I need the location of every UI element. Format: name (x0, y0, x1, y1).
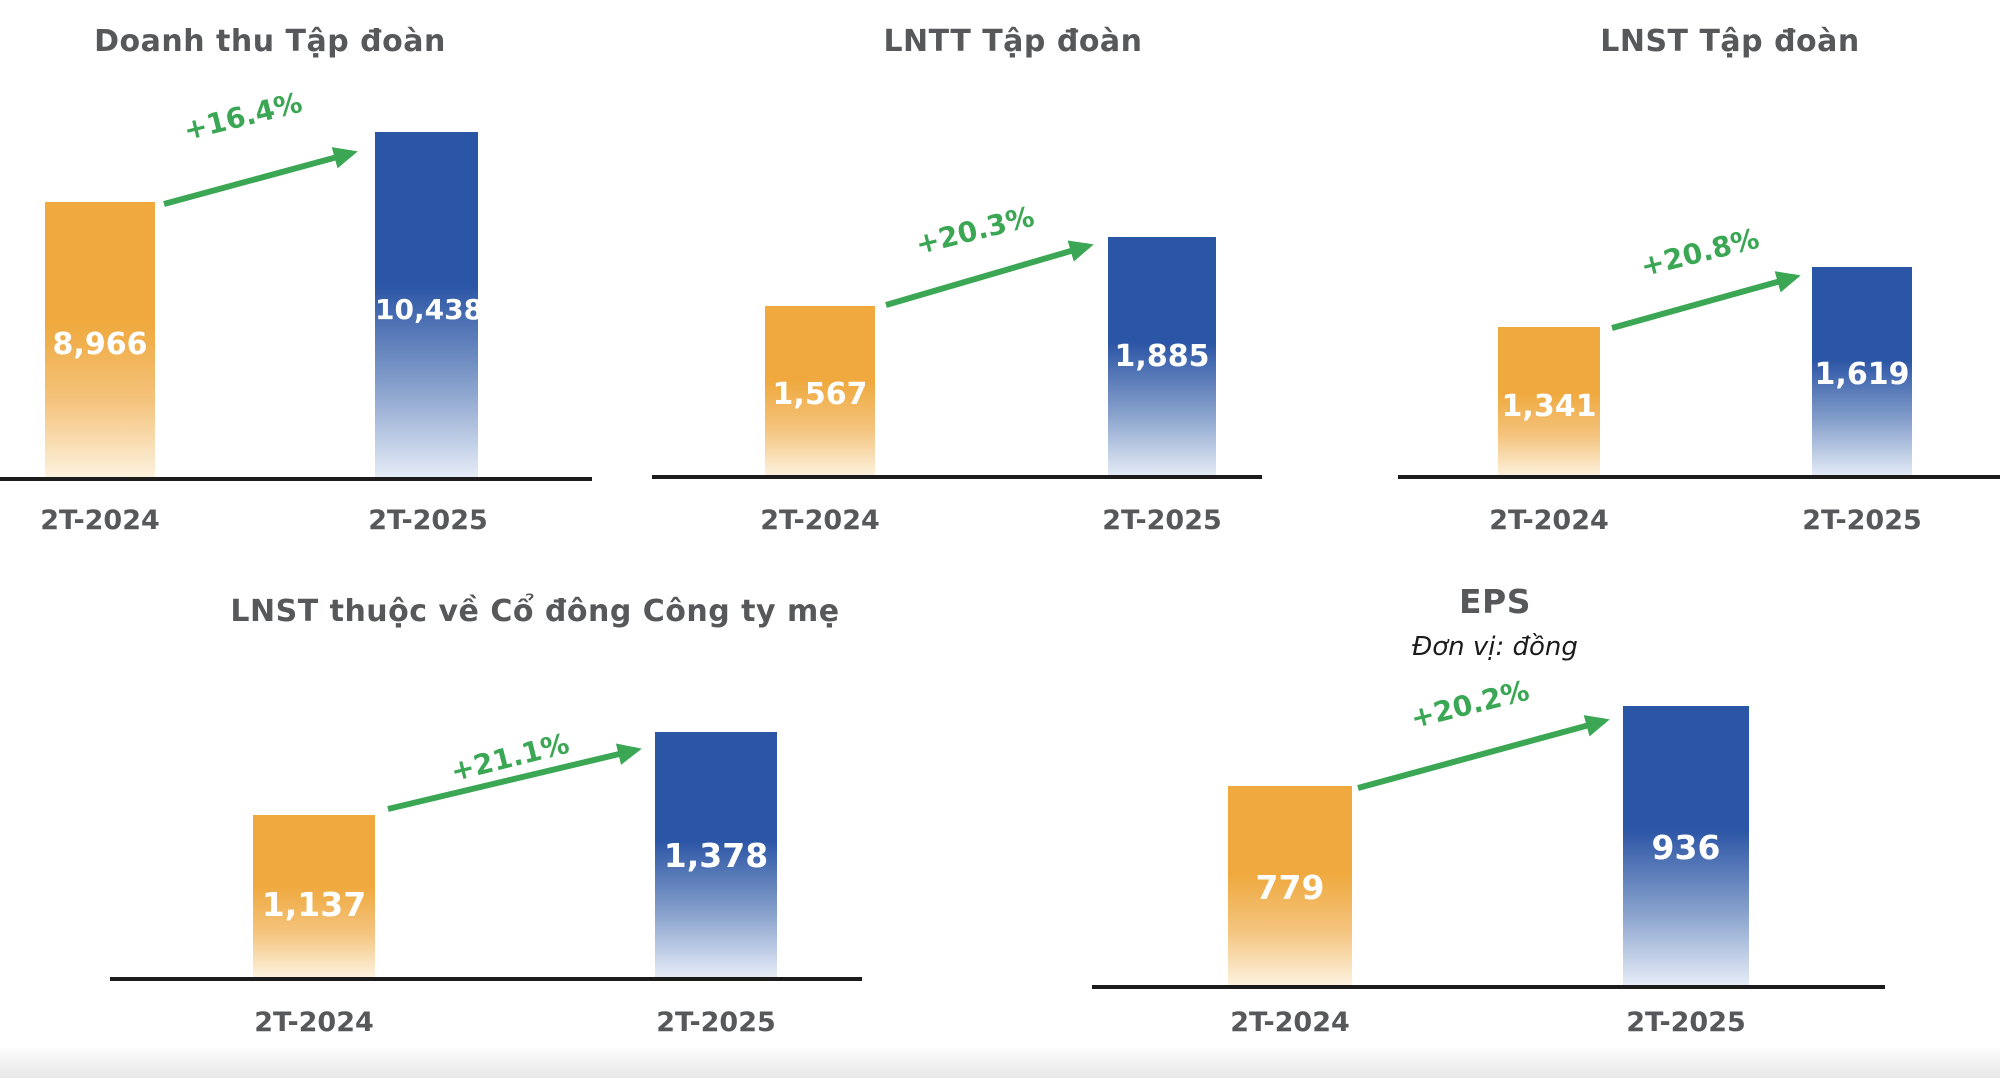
growth-label: +20.8% (1637, 221, 1763, 284)
bar-value-label: 1,137 (261, 885, 367, 924)
bar-2t2024: 8,966 (45, 202, 155, 480)
x-tick-label: 2T-2025 (1102, 505, 1222, 536)
bar-value-label: 8,966 (52, 327, 148, 362)
bar-value-label: 1,341 (1501, 389, 1597, 424)
x-axis-line (0, 477, 592, 481)
growth-label: +20.2% (1407, 673, 1533, 736)
chart-title: LNTT Tập đoàn (883, 24, 1143, 59)
x-tick-label: 2T-2024 (254, 1007, 374, 1038)
x-tick-label: 2T-2024 (1489, 505, 1609, 536)
chart-title: LNST Tập đoàn (1600, 24, 1860, 59)
growth-label: +21.1% (447, 726, 573, 789)
x-axis-line (1398, 475, 2000, 479)
growth-label: +20.3% (912, 199, 1038, 262)
x-tick-label: 2T-2025 (656, 1007, 776, 1038)
arrow-revenue (163, 147, 358, 207)
chart-title: EPS (1459, 582, 1531, 621)
bar-value-label: 1,378 (663, 836, 769, 875)
x-tick-label: 2T-2024 (1230, 1007, 1350, 1038)
chart-title: LNST thuộc về Cổ đông Công ty mẹ (230, 594, 840, 629)
bar-value-label: 10,438 (375, 293, 484, 326)
x-tick-label: 2T-2024 (760, 505, 880, 536)
x-axis-line (652, 475, 1262, 479)
x-axis-line (110, 977, 862, 981)
bar-2t2024: 1,341 (1498, 327, 1600, 478)
bar-value-label: 1,885 (1114, 339, 1210, 374)
growth-label: +16.4% (180, 85, 306, 148)
chart-title: Doanh thu Tập đoàn (94, 24, 446, 59)
bar-2t2024: 779 (1228, 786, 1352, 987)
bar-value-label: 1,567 (772, 377, 868, 412)
bar-2t2025: 936 (1623, 706, 1749, 987)
bar-2t2025: 1,378 (655, 732, 777, 979)
x-tick-label: 2T-2025 (1802, 505, 1922, 536)
bar-2t2025: 10,438 (375, 132, 484, 480)
bar-2t2025: 1,885 (1108, 237, 1216, 478)
bar-2t2025: 1,619 (1812, 267, 1912, 478)
x-tick-label: 2T-2025 (368, 505, 488, 536)
bar-value-label: 1,619 (1814, 357, 1910, 392)
bar-2t2024: 1,137 (253, 815, 375, 979)
x-tick-label: 2T-2024 (40, 505, 160, 536)
x-axis-line (1092, 985, 1885, 989)
bar-value-label: 936 (1651, 828, 1721, 867)
x-tick-label: 2T-2025 (1626, 1007, 1746, 1038)
chart-subtitle: Đơn vị: đồng (1412, 632, 1578, 662)
bar-value-label: 779 (1255, 868, 1325, 907)
bar-2t2024: 1,567 (765, 306, 875, 478)
slide-edge-strip (0, 1046, 2000, 1078)
arrow-lnst (1611, 271, 1801, 331)
